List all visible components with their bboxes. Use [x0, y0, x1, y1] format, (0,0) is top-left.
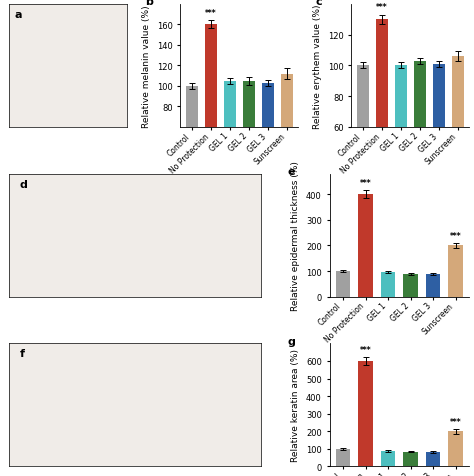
Bar	[403, 452, 418, 466]
Text: ***: ***	[205, 9, 217, 18]
Bar	[336, 449, 350, 466]
Text: ***: ***	[360, 345, 372, 354]
Bar	[426, 452, 440, 466]
Bar	[448, 431, 463, 466]
Text: f: f	[19, 348, 25, 358]
Bar	[381, 451, 395, 466]
Text: c: c	[316, 0, 323, 7]
Text: ***: ***	[376, 3, 388, 12]
Bar	[426, 275, 440, 297]
Bar	[186, 87, 198, 189]
Bar	[357, 66, 369, 219]
Bar	[376, 20, 388, 219]
Bar	[243, 81, 255, 189]
Text: g: g	[288, 337, 295, 347]
Bar	[281, 74, 293, 189]
Bar	[205, 25, 217, 189]
Text: ***: ***	[450, 231, 461, 240]
Bar	[395, 66, 407, 219]
Bar	[336, 271, 350, 297]
Bar	[358, 361, 373, 466]
Bar	[452, 57, 464, 219]
Bar	[262, 84, 274, 189]
Text: b: b	[145, 0, 153, 7]
Bar	[358, 195, 373, 297]
Bar	[433, 65, 445, 219]
Bar	[448, 246, 463, 297]
Text: ***: ***	[450, 416, 461, 426]
Text: ***: ***	[360, 179, 372, 188]
Bar	[224, 81, 236, 189]
Text: a: a	[14, 10, 22, 20]
Text: d: d	[19, 179, 27, 189]
Text: e: e	[288, 167, 295, 177]
Y-axis label: Relative keratin area (%): Relative keratin area (%)	[292, 349, 301, 461]
Y-axis label: Relative melanin value (%): Relative melanin value (%)	[142, 5, 151, 128]
Bar	[403, 274, 418, 297]
Bar	[381, 273, 395, 297]
Y-axis label: Relative erythem value (%): Relative erythem value (%)	[313, 4, 322, 128]
Bar	[414, 61, 426, 219]
Y-axis label: Relative epidermal thickness (%): Relative epidermal thickness (%)	[292, 161, 301, 310]
